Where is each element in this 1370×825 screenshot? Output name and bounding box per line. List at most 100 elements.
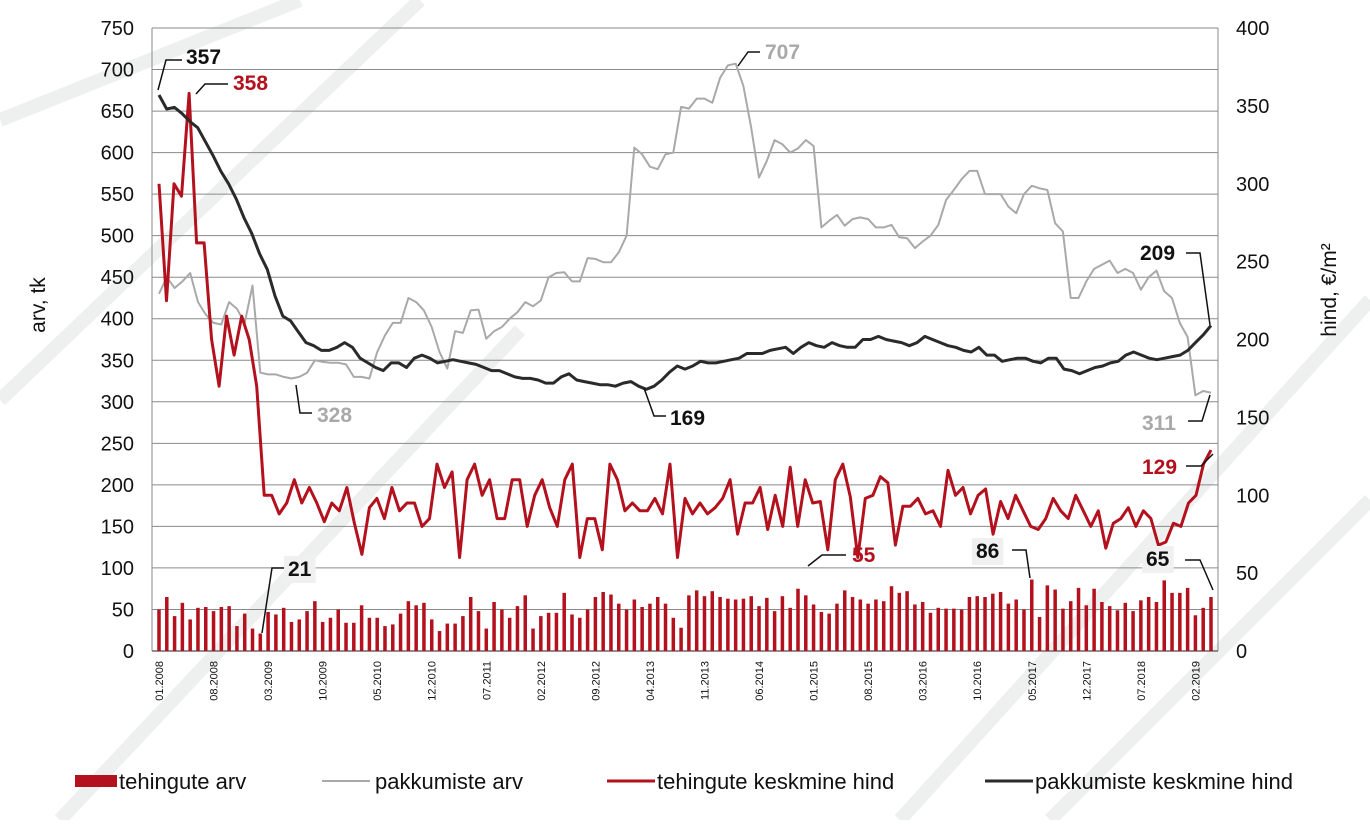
bar [531,628,535,651]
bar [655,597,660,651]
bar [1100,601,1104,651]
bar [687,595,691,651]
bar [881,601,886,651]
y-left-tick-label: 700 [101,60,134,82]
x-tick-label: 03.2009 [263,661,275,701]
bar [694,590,699,651]
y-left-tick-label: 650 [101,101,134,123]
bar [250,628,255,651]
annotation-label: 707 [765,41,800,64]
bar [476,611,481,651]
bar [359,605,364,651]
left-axis-ticks: 0 50 100 150 200 250 300 350 400 450 500 550 600 650 7… [101,18,134,663]
bar [242,613,247,651]
bar [765,597,769,651]
bar [352,622,356,651]
annotation-label: 129 [1142,456,1177,479]
bar [1209,597,1213,651]
y-left-axis-label: arv, tk [27,277,50,333]
annotation-bg [972,538,1004,565]
x-tick-label: 07.2018 [1136,661,1148,701]
annotation-leader [1186,252,1211,326]
bar [562,592,566,651]
bar [920,601,925,651]
bar [663,603,668,651]
annotation-label: 328 [317,404,352,427]
annotation-leader [157,59,182,91]
bar [796,588,800,651]
bar [671,617,676,651]
bar [578,617,582,651]
bar [975,596,979,651]
annotation-leader [807,554,846,567]
bar [188,619,192,651]
y-left-tick-label: 150 [101,516,134,538]
line-series [157,62,1213,559]
right-axis-ticks: 0 50 100 150 200 250 300 350 400 [1236,18,1269,663]
x-tick-label: 02.2019 [1190,661,1202,701]
bar [1139,600,1143,651]
annotation-bg [1142,546,1174,573]
bar [507,617,512,651]
bg-stroke [894,295,1370,825]
y-left-tick-label: 350 [101,350,134,372]
y-right-axis-label: hind, €/m² [1318,243,1341,336]
bar [219,606,224,651]
bar [1076,587,1081,651]
bar [640,606,644,651]
y-left-tick-label: 250 [101,433,134,455]
bar [500,609,504,651]
bar [710,591,715,651]
bar [375,617,379,651]
bar [1037,616,1042,651]
x-tick-label: 12.2010 [427,661,439,701]
bar [788,607,792,651]
bar [1115,610,1120,651]
y-left-tick-label: 600 [101,143,134,165]
x-tick-label: 05.2017 [1027,661,1039,701]
bar [204,606,208,651]
bar [414,605,418,651]
y-left-tick-label: 300 [101,392,134,414]
bar [406,601,411,651]
bar [905,591,909,651]
bar [1061,608,1065,651]
bar [967,597,972,651]
bar [546,612,551,651]
annotation-leader [1186,453,1214,467]
bar [772,611,777,651]
bg-stroke [0,0,425,406]
bar [1022,609,1026,651]
bar [889,586,894,651]
legend-label-tehingute-keskmine-hind: tehingute keskmine hind [657,769,894,794]
bar [718,597,722,651]
bar [749,596,753,651]
bar [1107,606,1112,651]
bar [1193,615,1198,651]
bar [523,595,528,651]
bar [1123,602,1128,651]
bar [492,601,496,651]
bar [679,627,683,651]
bar [398,613,403,651]
annotation-label: 169 [670,407,705,430]
bar [601,592,605,651]
bar [227,606,231,651]
annotation-leader [1185,559,1214,591]
bar [624,609,629,651]
bar [461,616,465,651]
bar [850,597,855,651]
x-tick-label: 01.2008 [154,661,166,701]
bar [468,597,473,651]
bar [1201,607,1205,651]
x-tick-label: 10.2009 [318,661,330,701]
bar [702,596,707,651]
bar [866,603,870,651]
y-left-tick-label: 400 [101,309,134,331]
y-left-tick-label: 750 [101,18,134,40]
bar [391,624,395,651]
y-right-tick-label: 400 [1236,18,1269,40]
annotation-label: 65 [1146,548,1170,571]
annotation-357: 357 [157,46,221,91]
bar [991,593,995,651]
